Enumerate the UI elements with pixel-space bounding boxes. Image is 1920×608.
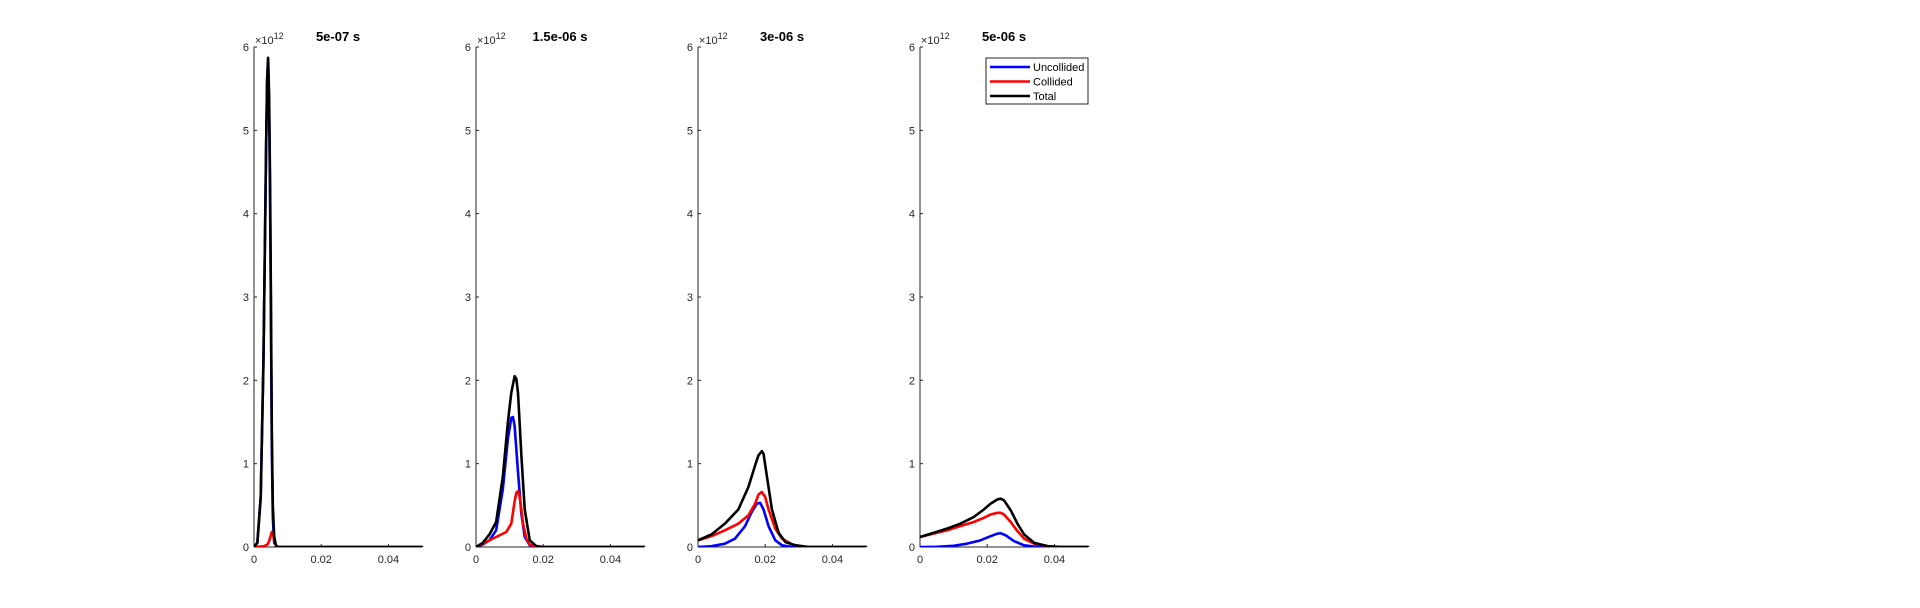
chart-title: 5e-06 s — [982, 29, 1026, 44]
y-tick-label: 2 — [243, 375, 249, 387]
y-tick-label: 1 — [465, 459, 471, 471]
y-tick-label: 6 — [687, 42, 693, 54]
y-tick-label: 2 — [465, 375, 471, 387]
series-line-uncollided — [698, 501, 868, 547]
y-exponent-label: ×1012 — [477, 31, 506, 47]
y-tick-label: 3 — [243, 292, 249, 304]
y-exponent-base: ×10 — [699, 35, 718, 47]
series-line-total — [254, 56, 424, 547]
series-line-collided — [476, 489, 646, 547]
x-tick-label: 0 — [251, 554, 257, 566]
y-tick-label: 4 — [243, 209, 249, 221]
y-exponent-power: 12 — [718, 31, 728, 41]
y-exponent-base: ×10 — [255, 35, 274, 47]
x-tick-label: 0.04 — [1044, 554, 1065, 566]
y-tick-label: 2 — [909, 375, 915, 387]
y-exponent-label: ×1012 — [921, 31, 950, 47]
series-line-total — [920, 497, 1090, 547]
legend: Uncollided Collided Total — [985, 57, 1089, 105]
x-tick-label: 0 — [695, 554, 701, 566]
y-tick-label: 1 — [243, 459, 249, 471]
y-tick-label: 0 — [909, 542, 915, 554]
series-line-total — [698, 449, 868, 547]
y-tick-label: 5 — [687, 125, 693, 137]
x-tick-label: 0.02 — [532, 554, 553, 566]
series-line-uncollided — [920, 531, 1090, 547]
y-tick-label: 0 — [687, 542, 693, 554]
y-tick-label: 1 — [909, 459, 915, 471]
y-tick-label: 0 — [465, 542, 471, 554]
y-tick-label: 6 — [909, 42, 915, 54]
legend-entry-label: Uncollided — [1033, 62, 1084, 74]
x-tick-label: 0.04 — [600, 554, 621, 566]
y-tick-label: 5 — [243, 125, 249, 137]
y-tick-label: 4 — [909, 209, 915, 221]
legend-entry-label: Collided — [1033, 77, 1073, 89]
y-tick-label: 5 — [909, 125, 915, 137]
legend-entry-label: Total — [1033, 91, 1056, 103]
chart-title: 3e-06 s — [760, 29, 804, 44]
y-tick-label: 6 — [243, 42, 249, 54]
x-tick-label: 0.04 — [378, 554, 399, 566]
x-tick-label: 0.04 — [822, 554, 843, 566]
y-tick-label: 5 — [465, 125, 471, 137]
y-exponent-power: 12 — [496, 31, 506, 41]
y-tick-label: 3 — [465, 292, 471, 304]
y-tick-label: 3 — [909, 292, 915, 304]
x-tick-label: 0.02 — [310, 554, 331, 566]
y-exponent-label: ×1012 — [699, 31, 728, 47]
y-exponent-label: ×1012 — [255, 31, 284, 47]
x-tick-label: 0.02 — [754, 554, 775, 566]
chart-title: 5e-07 s — [316, 29, 360, 44]
x-tick-label: 0 — [473, 554, 479, 566]
y-tick-label: 4 — [465, 209, 471, 221]
y-tick-label: 0 — [243, 542, 249, 554]
x-tick-label: 0.02 — [976, 554, 997, 566]
x-tick-label: 0 — [917, 554, 923, 566]
chart-title: 1.5e-06 s — [533, 29, 588, 44]
y-tick-label: 4 — [687, 209, 693, 221]
y-exponent-power: 12 — [940, 31, 950, 41]
series-line-collided — [254, 530, 424, 547]
y-exponent-power: 12 — [274, 31, 284, 41]
y-tick-label: 2 — [687, 375, 693, 387]
y-tick-label: 3 — [687, 292, 693, 304]
y-exponent-base: ×10 — [921, 35, 940, 47]
y-exponent-base: ×10 — [477, 35, 496, 47]
y-tick-label: 1 — [687, 459, 693, 471]
y-tick-label: 6 — [465, 42, 471, 54]
series-line-total — [476, 374, 646, 547]
